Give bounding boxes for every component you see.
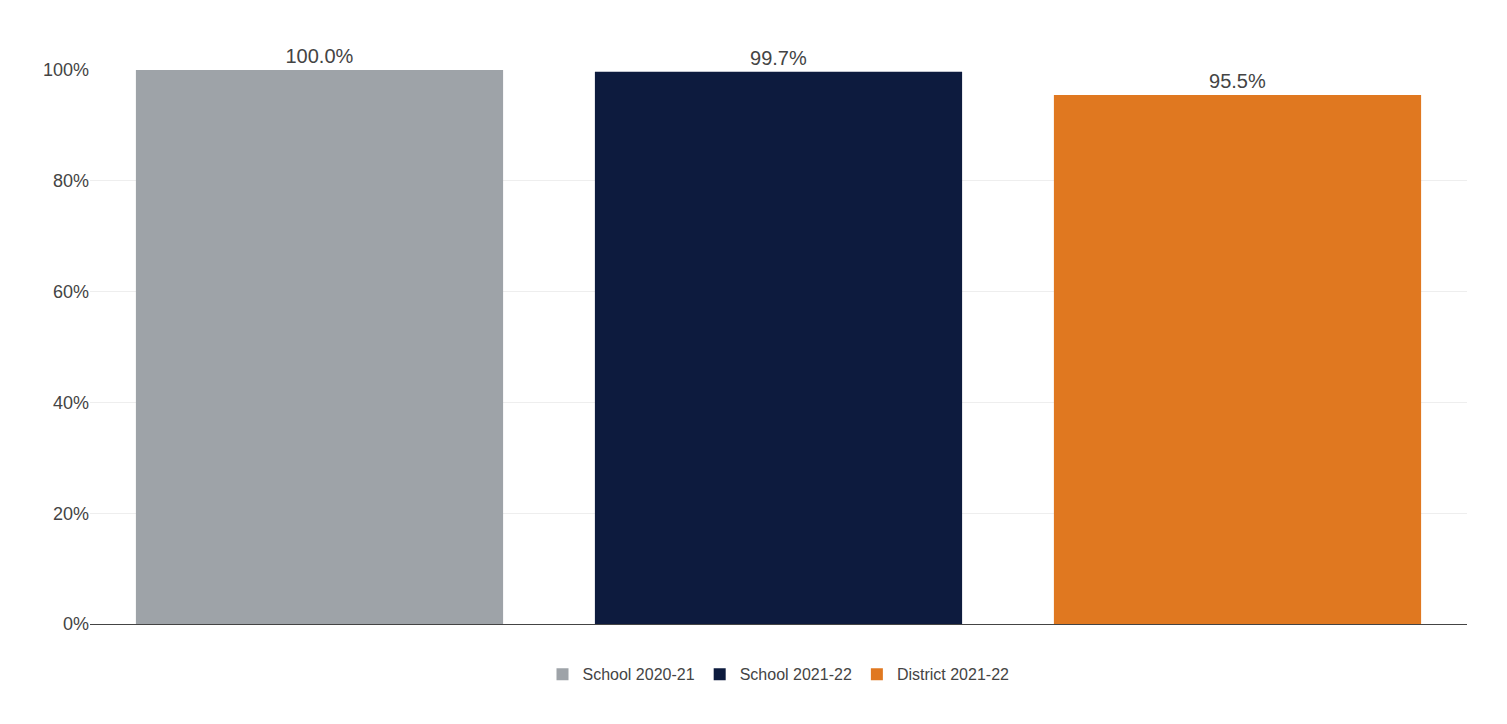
svg-text:District 2021-22: District 2021-22: [897, 666, 1009, 683]
svg-text:0%: 0%: [63, 614, 89, 634]
svg-text:80%: 80%: [53, 171, 89, 191]
svg-text:School 2021-22: School 2021-22: [740, 666, 852, 683]
svg-text:20%: 20%: [53, 504, 89, 524]
svg-text:95.5%: 95.5%: [1209, 70, 1266, 92]
svg-text:60%: 60%: [53, 282, 89, 302]
svg-text:100%: 100%: [43, 60, 89, 80]
svg-text:School 2020-21: School 2020-21: [583, 666, 695, 683]
svg-text:100.0%: 100.0%: [285, 45, 353, 67]
svg-text:99.7%: 99.7%: [750, 47, 807, 69]
svg-text:40%: 40%: [53, 393, 89, 413]
